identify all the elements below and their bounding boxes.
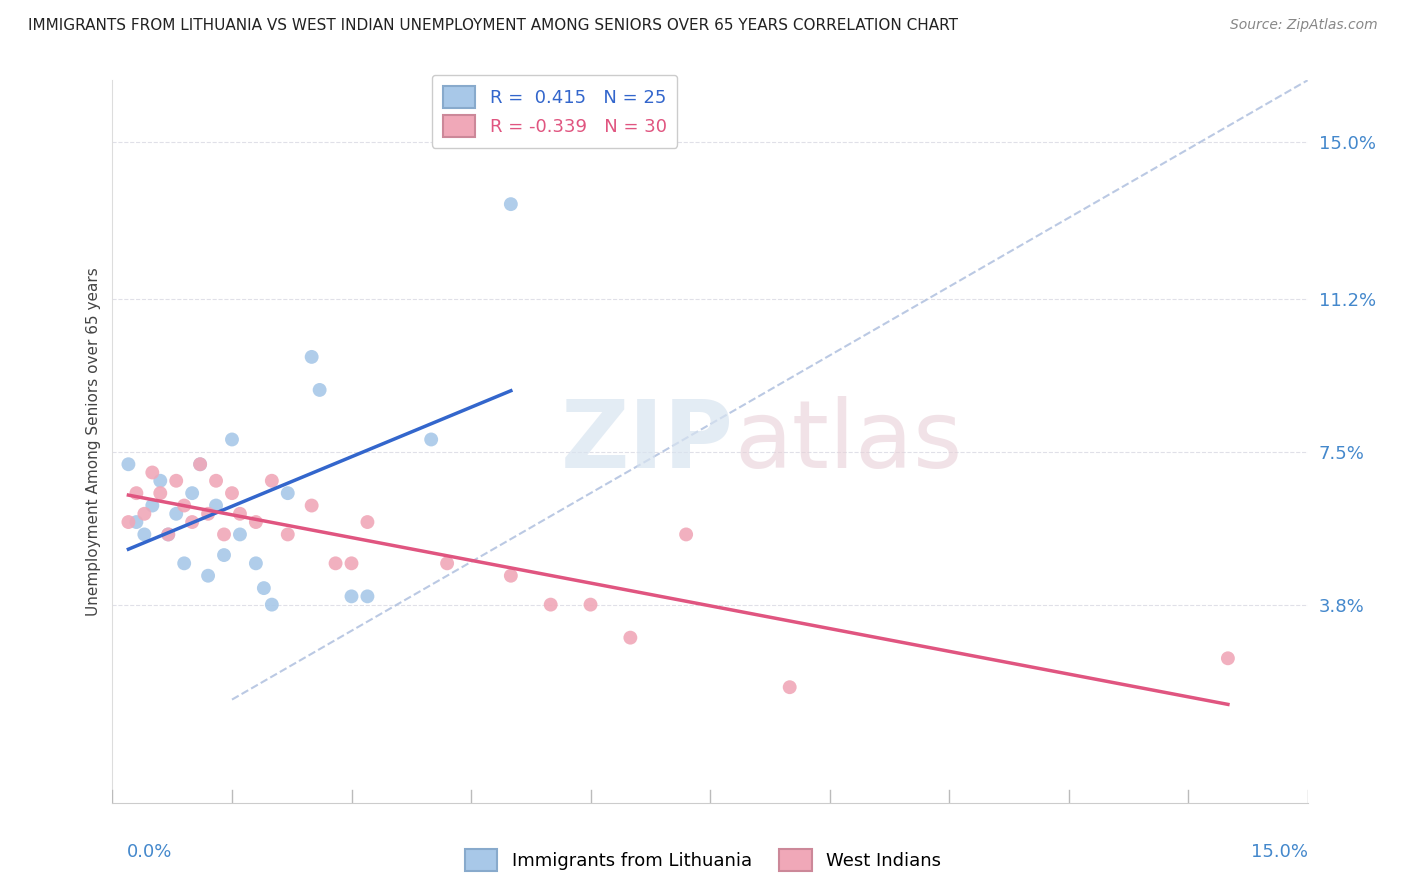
Point — [260, 598, 283, 612]
Point — [117, 457, 139, 471]
Point — [277, 527, 299, 541]
Point — [188, 457, 211, 471]
Point — [325, 557, 347, 571]
Point — [579, 598, 602, 612]
Text: IMMIGRANTS FROM LITHUANIA VS WEST INDIAN UNEMPLOYMENT AMONG SENIORS OVER 65 YEAR: IMMIGRANTS FROM LITHUANIA VS WEST INDIAN… — [28, 18, 957, 33]
Point — [277, 486, 299, 500]
Point — [1216, 651, 1239, 665]
Point — [205, 499, 228, 513]
Point — [157, 527, 180, 541]
Point — [141, 466, 163, 480]
Point — [149, 474, 172, 488]
Legend: R =  0.415   N = 25, R = -0.339   N = 30: R = 0.415 N = 25, R = -0.339 N = 30 — [432, 75, 678, 148]
Point — [301, 499, 323, 513]
Point — [165, 474, 187, 488]
Point — [540, 598, 562, 612]
Point — [253, 581, 276, 595]
Y-axis label: Unemployment Among Seniors over 65 years: Unemployment Among Seniors over 65 years — [86, 268, 101, 615]
Point — [197, 507, 219, 521]
Point — [499, 568, 522, 582]
Point — [229, 507, 252, 521]
Point — [165, 507, 187, 521]
Point — [173, 557, 195, 571]
Point — [301, 350, 323, 364]
Point — [340, 557, 363, 571]
Text: ZIP: ZIP — [561, 395, 734, 488]
Point — [308, 383, 330, 397]
Text: atlas: atlas — [734, 395, 962, 488]
Point — [212, 527, 235, 541]
Point — [260, 474, 283, 488]
Point — [134, 507, 156, 521]
Point — [173, 499, 195, 513]
Point — [229, 527, 252, 541]
Legend: Immigrants from Lithuania, West Indians: Immigrants from Lithuania, West Indians — [458, 842, 948, 879]
Point — [117, 515, 139, 529]
Point — [149, 486, 172, 500]
Point — [420, 433, 443, 447]
Point — [499, 197, 522, 211]
Point — [436, 557, 458, 571]
Point — [181, 486, 204, 500]
Point — [125, 486, 148, 500]
Point — [221, 433, 243, 447]
Point — [134, 527, 156, 541]
Point — [779, 680, 801, 694]
Point — [197, 568, 219, 582]
Point — [356, 590, 378, 604]
Text: 15.0%: 15.0% — [1250, 843, 1308, 861]
Point — [619, 631, 641, 645]
Point — [188, 457, 211, 471]
Point — [245, 557, 267, 571]
Text: Source: ZipAtlas.com: Source: ZipAtlas.com — [1230, 18, 1378, 32]
Text: 0.0%: 0.0% — [127, 843, 172, 861]
Point — [125, 515, 148, 529]
Point — [212, 548, 235, 562]
Point — [245, 515, 267, 529]
Point — [205, 474, 228, 488]
Point — [181, 515, 204, 529]
Point — [340, 590, 363, 604]
Point — [356, 515, 378, 529]
Point — [157, 527, 180, 541]
Point — [675, 527, 697, 541]
Point — [141, 499, 163, 513]
Point — [221, 486, 243, 500]
